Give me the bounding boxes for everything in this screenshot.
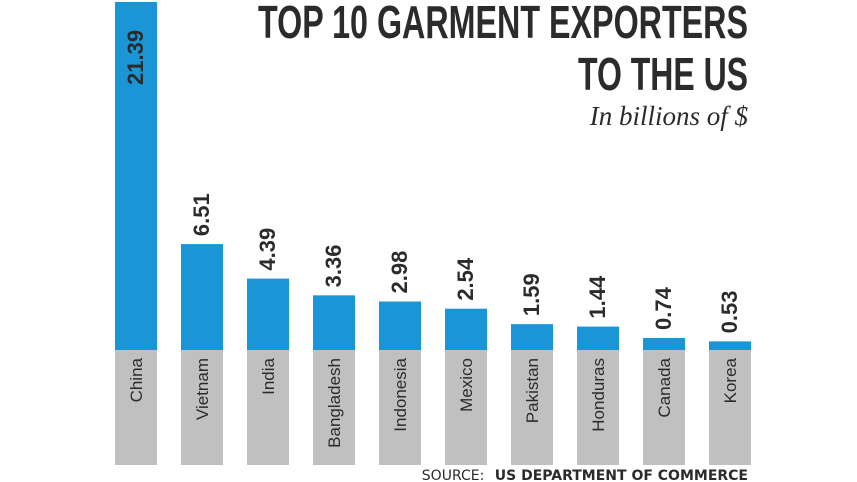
chart-subtitle: In billions of $ bbox=[589, 101, 749, 131]
category-label-india: India bbox=[259, 357, 278, 394]
category-band-indonesia bbox=[379, 350, 421, 465]
category-label-pakistan: Pakistan bbox=[523, 358, 542, 423]
category-band-china bbox=[115, 350, 157, 465]
category-label-indonesia: Indonesia bbox=[391, 357, 410, 431]
category-label-honduras: Honduras bbox=[589, 358, 608, 432]
category-label-bangladesh: Bangladesh bbox=[325, 358, 344, 448]
chart-title-line-1: TOP 10 GARMENT EXPORTERS bbox=[258, 0, 748, 48]
category-band-india bbox=[247, 350, 289, 465]
value-label-canada: 0.74 bbox=[651, 286, 676, 330]
value-label-honduras: 1.44 bbox=[585, 275, 610, 319]
category-label-vietnam: Vietnam bbox=[193, 358, 212, 420]
category-band-pakistan bbox=[511, 350, 553, 465]
bar-indonesia bbox=[379, 301, 421, 350]
category-band-korea bbox=[709, 350, 751, 465]
category-label-canada: Canada bbox=[655, 357, 674, 417]
source-label: SOURCE: bbox=[422, 468, 485, 482]
value-label-india: 4.39 bbox=[255, 228, 280, 271]
bars-group: 21.39 China 6.51 Vietnam 4.39 India 3.36 Bangla… bbox=[115, 2, 751, 465]
source-note: SOURCE: US DEPARTMENT OF COMMERCE bbox=[422, 468, 748, 482]
bar-china bbox=[115, 2, 157, 350]
value-label-indonesia: 2.98 bbox=[387, 251, 412, 294]
source-name: US DEPARTMENT OF COMMERCE bbox=[495, 468, 748, 482]
bar-bangladesh bbox=[313, 295, 355, 350]
bar-canada bbox=[643, 337, 685, 350]
category-label-mexico: Mexico bbox=[457, 358, 476, 412]
chart-title-line-2: TO THE US bbox=[578, 48, 748, 100]
category-band-canada bbox=[643, 350, 685, 465]
bar-pakistan bbox=[511, 324, 553, 350]
category-label-china: China bbox=[127, 357, 146, 402]
bar-mexico bbox=[445, 308, 487, 350]
value-label-pakistan: 1.59 bbox=[519, 273, 544, 316]
bar-korea bbox=[709, 341, 751, 350]
category-band-bangladesh bbox=[313, 350, 355, 465]
value-label-vietnam: 6.51 bbox=[189, 193, 214, 236]
category-band-mexico bbox=[445, 350, 487, 465]
category-band-vietnam bbox=[181, 350, 223, 465]
bar-india bbox=[247, 278, 289, 350]
category-band-honduras bbox=[577, 350, 619, 465]
value-label-china: 21.39 bbox=[123, 30, 148, 85]
category-label-korea: Korea bbox=[721, 357, 740, 403]
value-label-mexico: 2.54 bbox=[453, 257, 478, 301]
value-label-bangladesh: 3.36 bbox=[321, 245, 346, 288]
bar-honduras bbox=[577, 326, 619, 350]
bar-vietnam bbox=[181, 244, 223, 350]
value-label-korea: 0.53 bbox=[717, 291, 742, 334]
